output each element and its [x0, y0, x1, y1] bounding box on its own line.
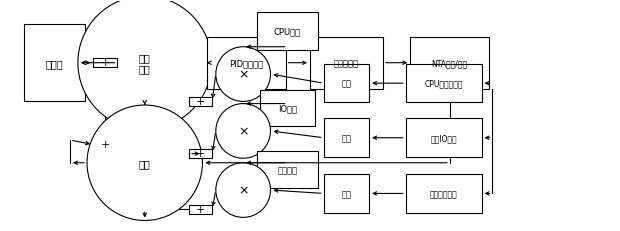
Text: +: +: [196, 148, 205, 158]
Text: 滤波: 滤波: [342, 134, 352, 143]
Bar: [324, 64, 370, 103]
Text: 滤波: 滤波: [342, 79, 352, 88]
Bar: [324, 174, 370, 213]
Bar: [405, 64, 482, 103]
Bar: [93, 140, 117, 149]
Bar: [405, 119, 482, 157]
Bar: [310, 37, 383, 89]
Bar: [405, 174, 482, 213]
Ellipse shape: [78, 0, 211, 130]
Text: NTA分析/存储: NTA分析/存储: [432, 59, 468, 68]
Bar: [410, 37, 489, 89]
Text: +: +: [100, 58, 110, 68]
Text: 滤波: 滤波: [342, 189, 352, 198]
Ellipse shape: [216, 163, 270, 217]
Text: 磁盘IO表征: 磁盘IO表征: [430, 134, 457, 143]
Bar: [189, 205, 212, 214]
Bar: [206, 37, 286, 89]
Text: 内存使用表征: 内存使用表征: [430, 189, 458, 198]
Text: ×: ×: [238, 68, 249, 81]
Bar: [257, 12, 318, 51]
Text: +: +: [196, 96, 205, 106]
Ellipse shape: [216, 104, 270, 158]
Bar: [189, 150, 212, 158]
Ellipse shape: [216, 48, 270, 102]
Text: 采集丢失率: 采集丢失率: [334, 59, 359, 68]
Bar: [24, 25, 85, 102]
Text: PID控制算法: PID控制算法: [229, 59, 264, 68]
Text: ×: ×: [238, 125, 249, 138]
Text: 偏差
运算: 偏差 运算: [139, 53, 151, 74]
Bar: [189, 98, 212, 106]
Text: IO权重: IO权重: [278, 104, 297, 113]
Text: +: +: [100, 139, 110, 149]
Ellipse shape: [87, 106, 203, 221]
Text: 期望值: 期望值: [46, 58, 64, 68]
Text: ×: ×: [238, 184, 249, 197]
Text: 融合: 融合: [139, 158, 151, 168]
Bar: [260, 91, 315, 127]
Text: +: +: [196, 204, 205, 214]
Text: CPU权重: CPU权重: [274, 27, 301, 36]
Text: CPU占用率表征: CPU占用率表征: [425, 79, 463, 88]
Bar: [93, 59, 117, 68]
Text: 内存权重: 内存权重: [278, 165, 298, 174]
Bar: [257, 152, 318, 188]
Bar: [324, 119, 370, 157]
